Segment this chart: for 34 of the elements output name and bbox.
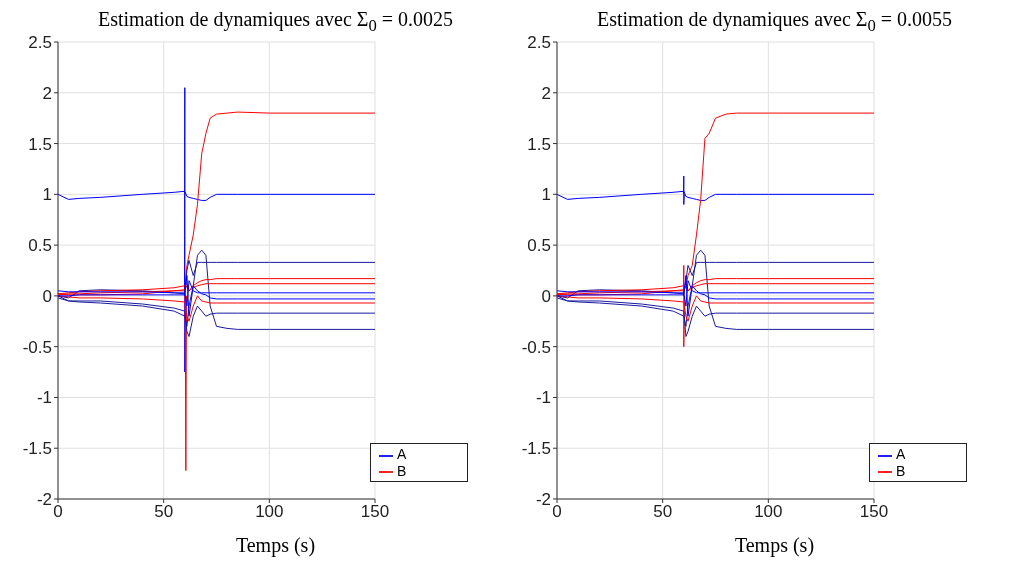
chart-title: Estimation de dynamiques avec Σ$_{0}$ = 0.0055 (595, 8, 954, 35)
y-tick-label: 1 (541, 185, 551, 205)
y-tick-label: -0.5 (521, 337, 551, 357)
y-tick-label: 0 (42, 286, 52, 306)
legend-label: A (896, 446, 906, 463)
y-tick-label: 2.5 (527, 33, 551, 53)
y-tick-label: -1 (36, 388, 52, 408)
x-tick-label: 150 (360, 502, 390, 522)
legend-label: B (397, 462, 407, 479)
y-tick-label: -2 (535, 490, 551, 510)
y-tick-label: 1.5 (527, 134, 551, 154)
x-tick-label: 50 (653, 502, 673, 522)
x-tick-label: 150 (859, 502, 889, 522)
x-axis-title: Temps (s) (234, 534, 317, 557)
x-tick-label: 100 (754, 502, 783, 522)
y-tick-label: 0.5 (28, 236, 52, 256)
y-tick-label: 1 (42, 185, 52, 205)
legend-label: A (397, 446, 407, 463)
x-tick-label: 100 (255, 502, 284, 522)
legend-label: B (896, 462, 906, 479)
y-tick-label: 0.5 (527, 236, 551, 256)
y-tick-label: -0.5 (22, 337, 52, 357)
y-tick-label: 0 (541, 286, 551, 306)
y-tick-label: -1.5 (521, 439, 551, 459)
y-tick-label: 2 (541, 83, 551, 103)
y-tick-label: -2 (36, 490, 52, 510)
y-tick-label: 2.5 (28, 33, 52, 53)
x-tick-label: 50 (154, 502, 174, 522)
y-tick-label: -1.5 (22, 439, 52, 459)
y-tick-label: 2 (42, 83, 52, 103)
y-tick-label: 1.5 (28, 134, 52, 154)
x-axis-title: Temps (s) (733, 534, 816, 557)
y-tick-label: -1 (535, 388, 551, 408)
chart-title: Estimation de dynamiques avec Σ$_{0}$ = 0.0025 (96, 8, 455, 35)
